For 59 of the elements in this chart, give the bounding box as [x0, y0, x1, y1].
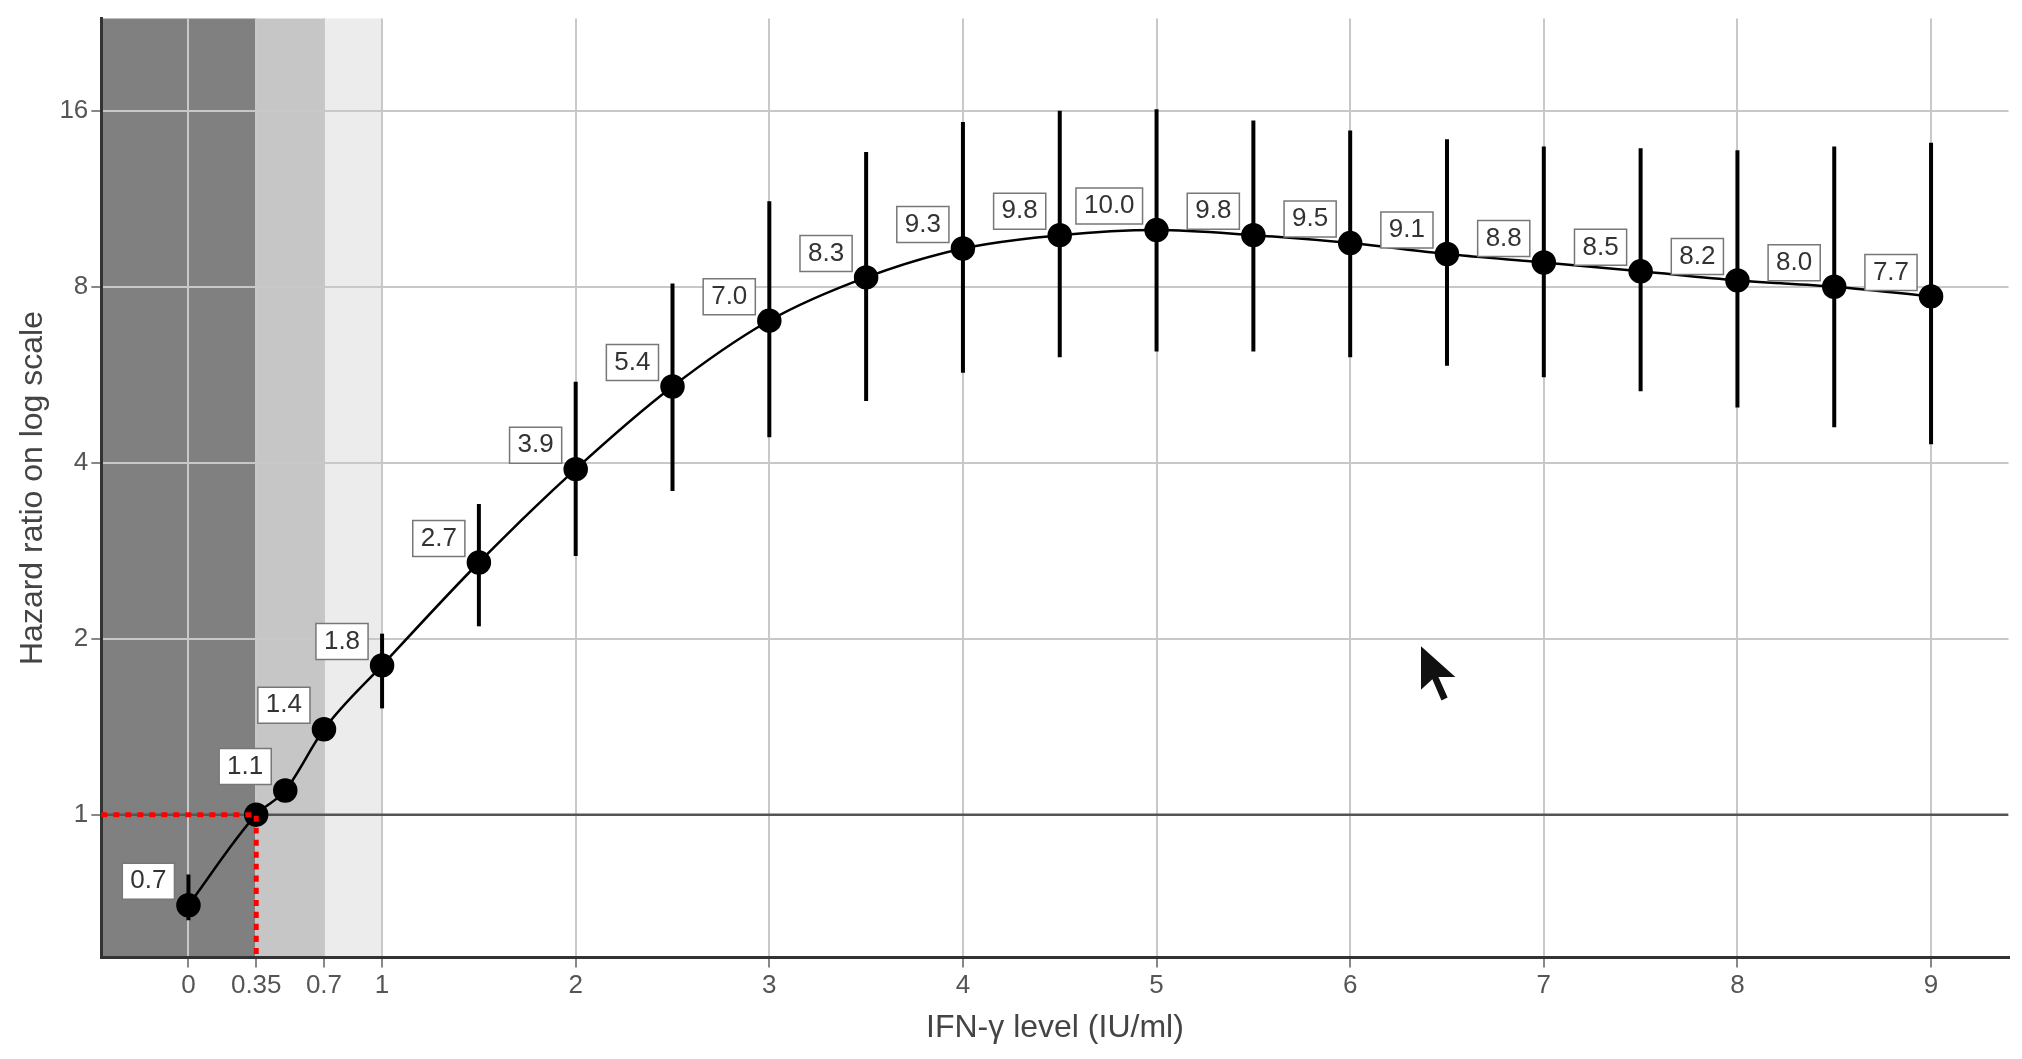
- data-label: 8.5: [1582, 230, 1619, 261]
- data-label: 8.0: [1776, 245, 1813, 276]
- x-tick-label: 0: [181, 969, 196, 1000]
- point: [1628, 259, 1653, 284]
- data-label: 1.4: [265, 688, 302, 719]
- point: [660, 374, 685, 399]
- point: [176, 892, 201, 918]
- data-label: 7.7: [1872, 255, 1910, 286]
- y-tick-label: 16: [59, 93, 89, 124]
- data-label: 5.4: [614, 345, 651, 376]
- data-label: 9.5: [1292, 202, 1329, 233]
- point: [950, 236, 976, 261]
- data-label: 0.7: [130, 864, 167, 895]
- y-tick-label: 4: [73, 445, 89, 476]
- point: [1821, 274, 1847, 299]
- x-tick-label: 2: [568, 969, 583, 1000]
- point: [1434, 241, 1460, 267]
- data-label: 9.3: [904, 207, 941, 238]
- x-tick-label: 4: [955, 969, 971, 1000]
- data-label: 3.9: [517, 428, 554, 459]
- data-label: 9.1: [1388, 213, 1425, 244]
- point: [273, 778, 298, 803]
- point: [853, 265, 879, 290]
- x-tick-label: 1: [374, 969, 390, 1000]
- point: [757, 308, 782, 333]
- y-tick-label: 1: [73, 797, 89, 828]
- point: [563, 456, 588, 482]
- data-label: 9.8: [1001, 194, 1038, 225]
- x-tick-label: 0.35: [230, 969, 282, 1000]
- point: [1531, 250, 1557, 275]
- y-axis-title: Hazard ratio on log scale: [13, 311, 50, 665]
- point: [1241, 222, 1266, 248]
- data-label: 2.7: [420, 521, 457, 552]
- data-label: 8.8: [1485, 221, 1522, 252]
- point: [1725, 268, 1750, 293]
- data-label: 1.1: [227, 749, 264, 780]
- point: [466, 550, 492, 575]
- x-tick-label: 3: [762, 969, 777, 1000]
- data-label: 1.8: [323, 624, 361, 655]
- data-label: 8.2: [1679, 239, 1716, 270]
- data-label: 9.8: [1195, 194, 1232, 225]
- x-axis-title: IFN-γ level (IU/ml): [926, 1007, 1184, 1044]
- point: [1337, 230, 1363, 256]
- x-tick-label: 8: [1730, 969, 1745, 1000]
- point: [1144, 217, 1169, 243]
- point: [1047, 222, 1072, 248]
- data-label: 10.0: [1083, 189, 1135, 220]
- x-tick-label: 6: [1342, 969, 1358, 1000]
- x-tick-label: 5: [1149, 969, 1164, 1000]
- x-tick-label: 0.7: [305, 969, 343, 1000]
- data-label: 7.0: [711, 279, 748, 310]
- x-tick-label: 9: [1923, 969, 1939, 1000]
- point: [311, 717, 337, 742]
- point: [1918, 284, 1944, 309]
- x-tick-label: 7: [1536, 969, 1552, 1000]
- point: [369, 653, 395, 678]
- y-tick-label: 8: [73, 269, 89, 300]
- y-tick-label: 2: [73, 621, 89, 652]
- data-label: 8.3: [807, 236, 845, 267]
